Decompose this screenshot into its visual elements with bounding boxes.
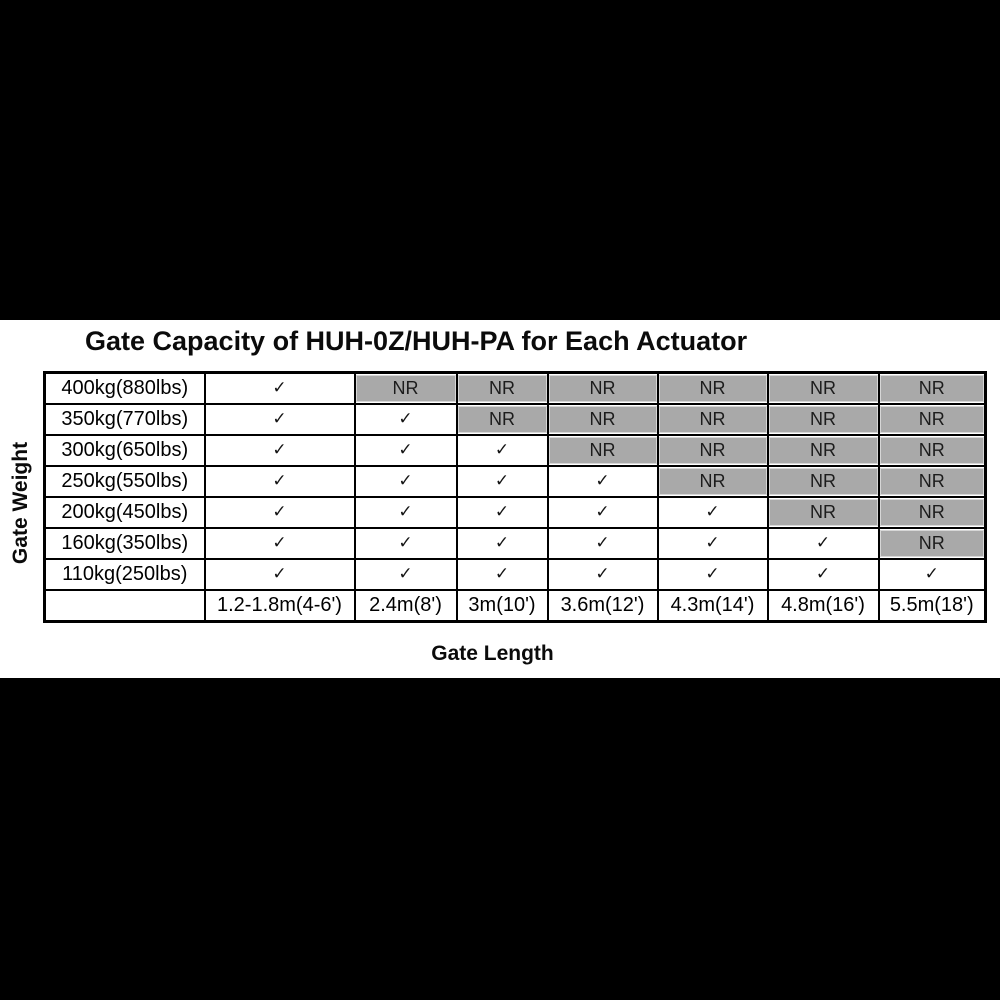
cell-check: ✓ <box>203 495 356 529</box>
cell-not-recommended: NR <box>877 433 987 467</box>
nr-badge: NR <box>769 436 877 464</box>
row-label-gate-weight: 250kg(550lbs) <box>43 464 206 498</box>
nr-badge: NR <box>659 436 766 464</box>
table-row: 400kg(880lbs) ✓ NR NR NR NR NR NR <box>43 371 987 405</box>
cell-not-recommended: NR <box>766 402 880 436</box>
x-axis-label: Gate Length <box>431 642 554 665</box>
cell-check: ✓ <box>455 433 549 467</box>
cell-not-recommended: NR <box>877 526 987 560</box>
cell-not-recommended: NR <box>877 495 987 529</box>
column-label-gate-length: 5.5m(18') <box>877 588 987 623</box>
cell-not-recommended: NR <box>353 371 458 405</box>
cell-not-recommended: NR <box>656 464 769 498</box>
nr-badge: NR <box>769 405 877 433</box>
row-label-gate-weight: 400kg(880lbs) <box>43 371 206 405</box>
nr-badge: NR <box>659 374 766 402</box>
table-row: 200kg(450lbs) ✓ ✓ ✓ ✓ ✓ NR NR <box>43 495 987 529</box>
cell-not-recommended: NR <box>546 402 659 436</box>
cell-check: ✓ <box>353 526 458 560</box>
nr-badge: NR <box>769 467 877 495</box>
cell-not-recommended: NR <box>766 495 880 529</box>
nr-badge: NR <box>880 467 984 495</box>
nr-badge: NR <box>659 467 766 495</box>
cell-check: ✓ <box>203 526 356 560</box>
row-label-gate-weight: 160kg(350lbs) <box>43 526 206 560</box>
column-header-row: 1.2-1.8m(4-6') 2.4m(8') 3m(10') 3.6m(12') 4.… <box>43 588 987 623</box>
cell-not-recommended: NR <box>546 371 659 405</box>
cell-not-recommended: NR <box>766 371 880 405</box>
cell-check: ✓ <box>877 557 987 591</box>
cell-not-recommended: NR <box>766 433 880 467</box>
cell-check: ✓ <box>766 526 880 560</box>
cell-check: ✓ <box>455 557 549 591</box>
cell-not-recommended: NR <box>656 371 769 405</box>
row-label-gate-weight: 350kg(770lbs) <box>43 402 206 436</box>
cell-not-recommended: NR <box>766 464 880 498</box>
row-label-gate-weight: 110kg(250lbs) <box>43 557 206 591</box>
nr-badge: NR <box>880 498 984 526</box>
nr-badge: NR <box>769 498 877 526</box>
cell-not-recommended: NR <box>546 433 659 467</box>
cell-not-recommended: NR <box>877 464 987 498</box>
column-label-gate-length: 4.8m(16') <box>766 588 880 623</box>
row-label-gate-weight: 300kg(650lbs) <box>43 433 206 467</box>
cell-check: ✓ <box>766 557 880 591</box>
table-row: 250kg(550lbs) ✓ ✓ ✓ ✓ NR NR NR <box>43 464 987 498</box>
cell-check: ✓ <box>455 464 549 498</box>
nr-badge: NR <box>458 405 546 433</box>
cell-not-recommended: NR <box>656 402 769 436</box>
cell-not-recommended: NR <box>877 402 987 436</box>
cell-check: ✓ <box>455 526 549 560</box>
cell-check: ✓ <box>353 495 458 529</box>
cell-check: ✓ <box>546 557 659 591</box>
row-label-gate-weight: 200kg(450lbs) <box>43 495 206 529</box>
cell-check: ✓ <box>455 495 549 529</box>
capacity-chart-panel: Gate Capacity of HUH-0Z/HUH-PA for Each … <box>0 320 1000 678</box>
cell-check: ✓ <box>656 526 769 560</box>
corner-cell <box>43 588 206 623</box>
column-label-gate-length: 3.6m(12') <box>546 588 659 623</box>
nr-badge: NR <box>769 374 877 402</box>
nr-badge: NR <box>659 405 766 433</box>
cell-check: ✓ <box>353 433 458 467</box>
column-label-gate-length: 3m(10') <box>455 588 549 623</box>
cell-check: ✓ <box>353 464 458 498</box>
cell-check: ✓ <box>656 495 769 529</box>
cell-not-recommended: NR <box>877 371 987 405</box>
cell-check: ✓ <box>203 557 356 591</box>
nr-badge: NR <box>356 374 455 402</box>
table-row: 300kg(650lbs) ✓ ✓ ✓ NR NR NR NR <box>43 433 987 467</box>
nr-badge: NR <box>458 374 546 402</box>
cell-check: ✓ <box>546 526 659 560</box>
nr-badge: NR <box>880 436 984 464</box>
cell-check: ✓ <box>203 464 356 498</box>
cell-not-recommended: NR <box>455 402 549 436</box>
cell-check: ✓ <box>203 371 356 405</box>
nr-badge: NR <box>880 405 984 433</box>
cell-check: ✓ <box>203 402 356 436</box>
column-label-gate-length: 1.2-1.8m(4-6') <box>203 588 356 623</box>
table-row: 110kg(250lbs) ✓ ✓ ✓ ✓ ✓ ✓ ✓ <box>43 557 987 591</box>
capacity-table: 400kg(880lbs) ✓ NR NR NR NR NR NR 350kg(770lbs) ✓… <box>43 371 987 623</box>
cell-check: ✓ <box>656 557 769 591</box>
cell-not-recommended: NR <box>455 371 549 405</box>
cell-check: ✓ <box>353 557 458 591</box>
table-row: 160kg(350lbs) ✓ ✓ ✓ ✓ ✓ ✓ NR <box>43 526 987 560</box>
chart-title: Gate Capacity of HUH-0Z/HUH-PA for Each … <box>85 326 748 356</box>
nr-badge: NR <box>549 405 656 433</box>
nr-badge: NR <box>880 529 984 557</box>
cell-check: ✓ <box>203 433 356 467</box>
column-label-gate-length: 4.3m(14') <box>656 588 769 623</box>
table-row: 350kg(770lbs) ✓ ✓ NR NR NR NR NR <box>43 402 987 436</box>
column-label-gate-length: 2.4m(8') <box>353 588 458 623</box>
cell-check: ✓ <box>353 402 458 436</box>
nr-badge: NR <box>880 374 984 402</box>
cell-not-recommended: NR <box>656 433 769 467</box>
y-axis-label: Gate Weight <box>9 441 32 565</box>
cell-check: ✓ <box>546 495 659 529</box>
nr-badge: NR <box>549 374 656 402</box>
nr-badge: NR <box>549 436 656 464</box>
cell-check: ✓ <box>546 464 659 498</box>
